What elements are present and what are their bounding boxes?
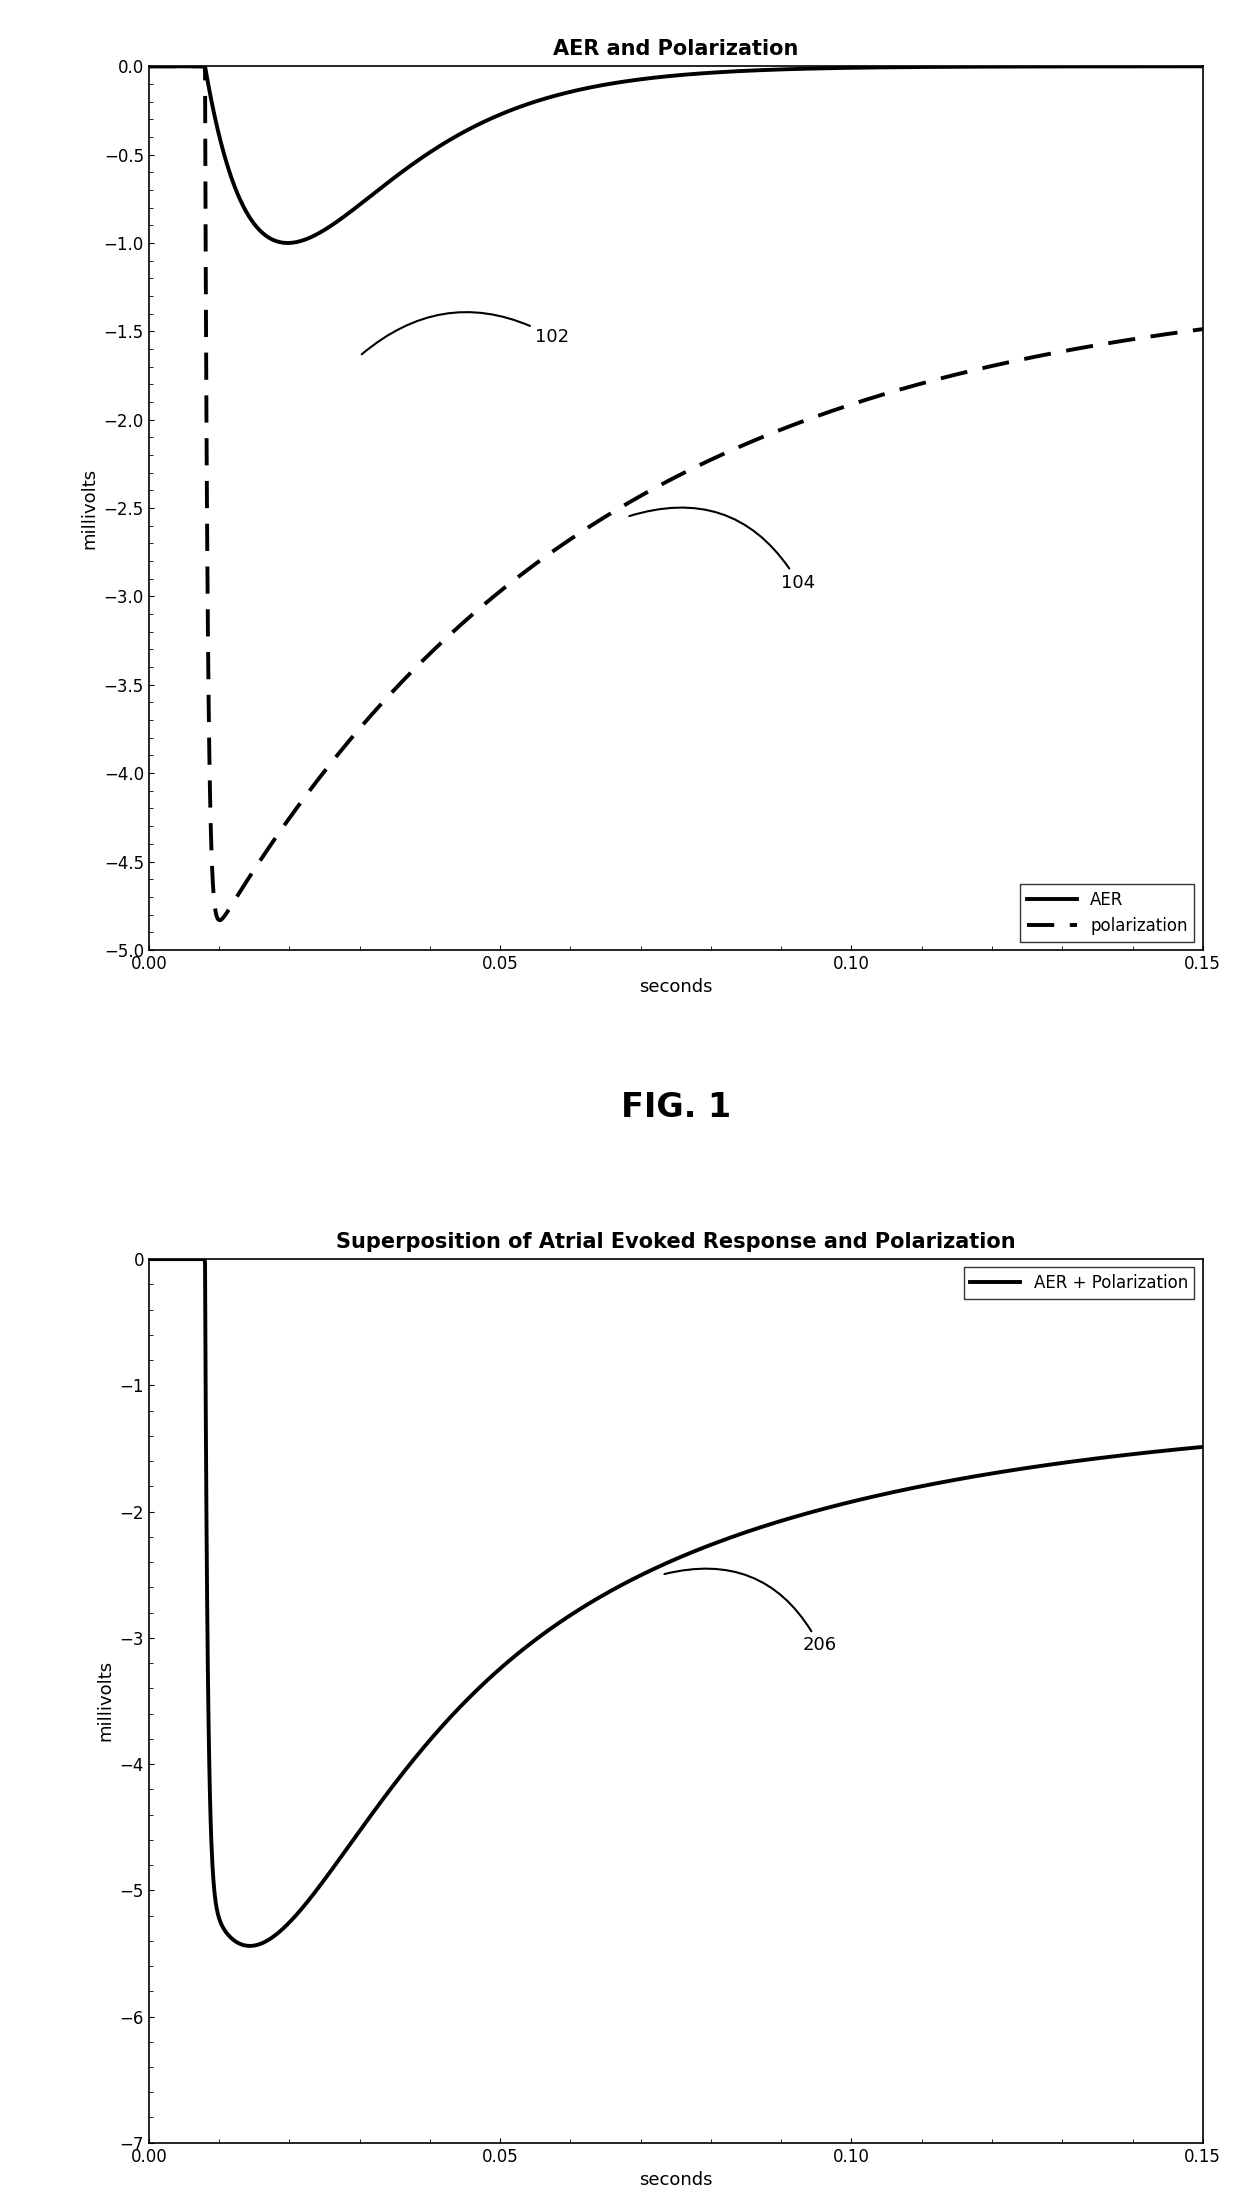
Text: 206: 206 <box>665 1568 837 1655</box>
X-axis label: seconds: seconds <box>639 2171 713 2189</box>
Legend: AER + Polarization: AER + Polarization <box>963 1268 1194 1299</box>
Text: 104: 104 <box>629 508 816 592</box>
Text: 102: 102 <box>362 311 569 353</box>
Y-axis label: millivolts: millivolts <box>95 1661 114 1741</box>
Y-axis label: millivolts: millivolts <box>81 468 98 548</box>
Text: FIG. 1: FIG. 1 <box>621 1091 730 1124</box>
Title: Superposition of Atrial Evoked Response and Polarization: Superposition of Atrial Evoked Response … <box>336 1233 1016 1253</box>
Legend: AER, polarization: AER, polarization <box>1021 884 1194 941</box>
X-axis label: seconds: seconds <box>639 979 713 996</box>
Title: AER and Polarization: AER and Polarization <box>553 40 799 60</box>
